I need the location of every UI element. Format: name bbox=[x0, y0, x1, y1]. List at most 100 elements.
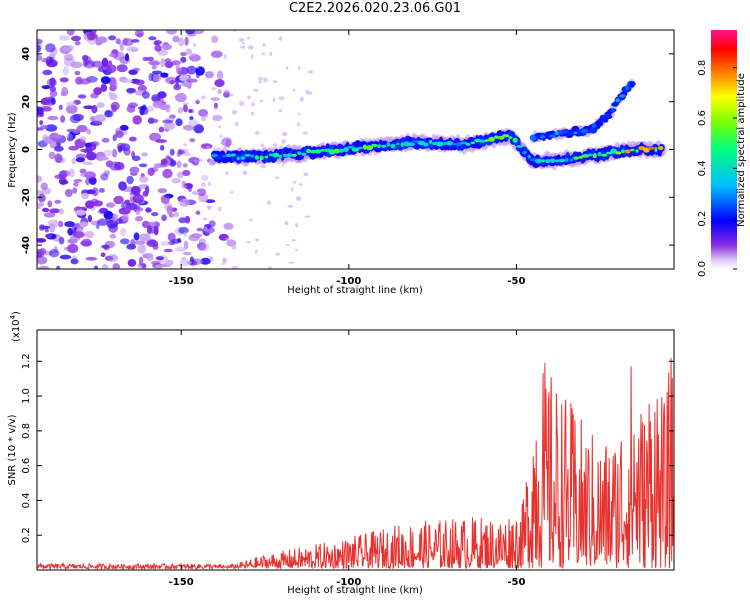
spectrogram-faint-dot bbox=[297, 112, 300, 116]
spectrogram-main-ridge-peak bbox=[314, 149, 322, 154]
spectrogram-main-ridge-peak bbox=[371, 143, 378, 148]
spectrogram-noise-blob bbox=[126, 87, 136, 94]
snr-y-multiplier-close: ) bbox=[11, 311, 22, 315]
spectrogram-y-tick-label: 0 bbox=[21, 146, 32, 153]
spectrogram-noise-blob bbox=[72, 187, 78, 194]
spectrogram-noise-blob bbox=[169, 148, 175, 156]
spectrogram-noise-blob bbox=[154, 44, 162, 52]
spectrogram-noise-blob bbox=[107, 254, 119, 262]
spectrogram-main-ridge-peak bbox=[565, 157, 569, 163]
spectrogram-faint-dot bbox=[205, 146, 211, 149]
spectrogram-noise-blob bbox=[223, 222, 234, 230]
spectrogram-noise-blob bbox=[113, 51, 125, 61]
spectrogram-noise-blob bbox=[37, 54, 43, 62]
spectrogram-noise-blob bbox=[217, 89, 222, 95]
spectrogram-main-ridge-peak bbox=[488, 136, 495, 142]
spectrogram-noise-blob bbox=[161, 214, 168, 222]
spectrogram-noise-blob bbox=[163, 121, 176, 130]
spectrogram-faint-dot bbox=[234, 121, 239, 127]
spectrogram-faint-dot bbox=[239, 101, 245, 106]
snr-x-tick-label: -150 bbox=[169, 577, 194, 588]
spectrogram-noise-blob bbox=[112, 263, 120, 269]
spectrogram-noise-blob bbox=[129, 166, 140, 174]
spectrogram-noise-blob bbox=[74, 70, 81, 76]
spectrogram-noise-blob bbox=[77, 94, 87, 99]
spectrogram-noise-blob bbox=[58, 220, 64, 228]
spectrogram-noise-blob bbox=[84, 230, 95, 239]
spectrogram-noise-blob bbox=[72, 113, 84, 121]
spectrogram-noise-blob bbox=[70, 258, 79, 265]
spectrogram-noise-blob bbox=[184, 215, 191, 224]
spectrogram-noise-blob bbox=[145, 208, 152, 213]
spectrogram-noise-blob bbox=[38, 224, 45, 231]
spectrogram-faint-dot bbox=[231, 244, 237, 250]
spectrogram-faint-dot bbox=[292, 181, 297, 184]
chart-title: C2E2.2026.020.23.06.G01 bbox=[288, 1, 462, 16]
spectrogram-noise-blob bbox=[137, 32, 143, 38]
spectrogram-faint-dot bbox=[295, 249, 298, 252]
spectrogram-faint-dot bbox=[288, 261, 295, 264]
spectrogram-noise-blob bbox=[37, 38, 43, 45]
spectrogram-noise-blob bbox=[123, 147, 131, 156]
spectrogram-faint-dot bbox=[260, 143, 264, 148]
spectrogram-noise-blob bbox=[200, 257, 211, 265]
spectrogram-noise-blob bbox=[73, 181, 79, 187]
spectrogram-main-ridge-peak bbox=[597, 151, 602, 157]
spectrogram-faint-dot bbox=[211, 87, 217, 90]
spectrogram-faint-dot bbox=[278, 36, 283, 41]
spectrogram-noise-blob bbox=[183, 104, 188, 113]
colorbar: 0.0 0.2 0.4 0.6 0.8 Normalized spectral ampl… bbox=[697, 30, 747, 277]
spectrogram-noise-blob bbox=[64, 221, 75, 228]
spectrogram-faint-dot bbox=[249, 218, 253, 222]
spectrogram-faint-dot bbox=[225, 237, 230, 242]
spectrogram-faint-dot bbox=[246, 241, 251, 244]
snr-y-tick-label: 0.8 bbox=[21, 423, 32, 439]
spectrogram-noise-blob bbox=[73, 179, 83, 183]
spectrogram-main-ridge-peak bbox=[515, 145, 524, 148]
spectrogram-y-tick-label: -20 bbox=[21, 188, 32, 206]
spectrogram-noise-blob bbox=[115, 38, 121, 45]
spectrogram-main-ridge-peak bbox=[423, 142, 429, 147]
spectrogram-noise-blob bbox=[174, 76, 180, 84]
spectrogram-noise-blob bbox=[181, 82, 193, 87]
spectrogram-noise-blob bbox=[171, 178, 182, 184]
spectrogram-noise-blob bbox=[105, 202, 116, 208]
spectrogram-noise-blob bbox=[147, 167, 155, 176]
spectrogram-noise-blob bbox=[137, 244, 147, 254]
spectrogram-noise-blob bbox=[151, 65, 157, 70]
spectrogram-noise-blob bbox=[119, 43, 125, 52]
spectrogram-noise-blob bbox=[75, 157, 86, 163]
spectrogram-noise-blob bbox=[101, 57, 109, 67]
spectrogram-main-ridge-peak bbox=[497, 135, 505, 140]
spectrogram-panel: -150 -100 -50 -40 -20 0 20 40 Height of straig… bbox=[7, 29, 675, 296]
spectrogram-noise-blob bbox=[58, 35, 70, 41]
spectrogram-noise-blob bbox=[185, 30, 196, 35]
spectrogram-main-ridge-peak bbox=[592, 152, 597, 159]
spectrogram-noise-blob bbox=[146, 240, 159, 247]
spectrogram-main-ridge-peak bbox=[470, 141, 475, 145]
spectrogram-faint-dot bbox=[180, 184, 187, 189]
spectrogram-main-ridge-peak bbox=[254, 155, 260, 160]
spectrogram-noise-blob bbox=[72, 129, 81, 134]
spectrogram-noise-blob bbox=[49, 223, 56, 233]
spectrogram-main-ridge-peak bbox=[376, 144, 382, 148]
spectrogram-faint-dot bbox=[266, 200, 271, 205]
spectrogram-faint-dot bbox=[278, 109, 283, 113]
spectrogram-noise-blob bbox=[38, 248, 47, 255]
spectrogram-noise-blob bbox=[105, 160, 114, 168]
spectrogram-noise-blob bbox=[82, 161, 93, 166]
colorbar-tick-label: 0.0 bbox=[697, 261, 708, 277]
spectrogram-noise-blob bbox=[47, 200, 53, 208]
spectrogram-noise-blob bbox=[67, 243, 79, 254]
spectrogram-faint-dot bbox=[284, 221, 289, 226]
spectrogram-noise-blob bbox=[49, 77, 56, 87]
spectrogram-noise-blob bbox=[180, 52, 187, 57]
spectrogram-faint-dot bbox=[219, 135, 223, 138]
spectrogram-y-tick-label: 20 bbox=[21, 95, 32, 109]
spectrogram-noise-blob bbox=[49, 90, 58, 97]
spectrogram-noise-blob bbox=[151, 212, 159, 217]
snr-x-ticks: -150 -100 -50 bbox=[169, 330, 525, 588]
spectrogram-noise-blob bbox=[112, 134, 117, 142]
spectrogram-faint-dot bbox=[251, 102, 255, 107]
spectrogram-main-ridge-peak bbox=[343, 147, 349, 153]
